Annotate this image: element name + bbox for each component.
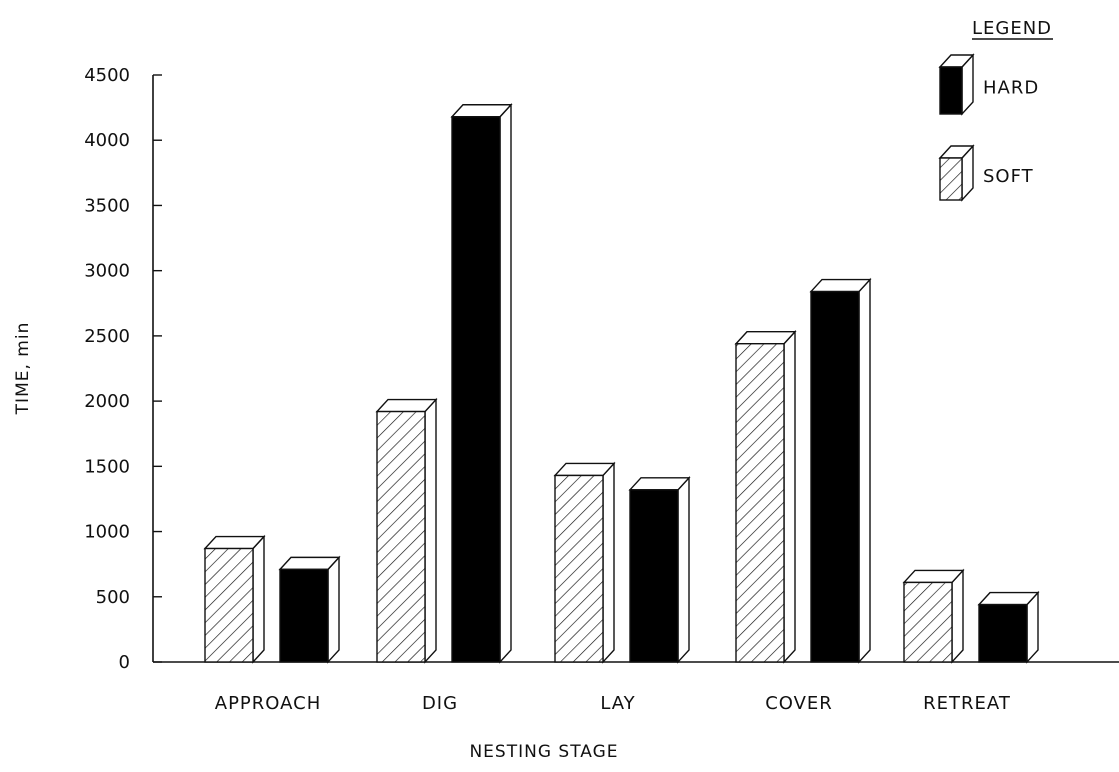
bar-hard-lay [630,478,689,662]
bar-soft-cover-side [784,332,795,662]
y-tick-label: 0 [119,652,130,673]
bar-hard-cover [811,280,870,662]
bar-hard-retreat-front [979,605,1027,662]
bar-hard-dig [452,105,511,662]
bar-soft-approach-top [205,537,264,549]
bar-hard-dig-front [452,117,500,662]
legend-swatch-hard [940,55,973,114]
bar-soft-dig-side [425,400,436,662]
x-tick-label-lay: LAY [600,693,635,714]
bar-soft-approach-front [205,549,253,662]
bar-hard-lay-front [630,490,678,662]
x-tick-label-cover: COVER [765,693,833,714]
bar-hard-cover-front [811,292,859,662]
bar-soft-approach [205,537,264,662]
bar-soft-retreat-top [904,570,963,582]
x-tick-label-approach: APPROACH [215,693,321,714]
y-tick-labels: 0 500 1000 1500 2000 2500 3000 3500 4000 4500 [84,65,130,673]
bar-soft-lay-front [555,475,603,662]
y-tick-label: 2000 [84,391,130,412]
bar-hard-cover-side [859,280,870,662]
bar-soft-dig-top [377,400,436,412]
bars [205,105,1038,662]
y-tick-label: 4000 [84,130,130,151]
bar-soft-retreat-front [904,582,952,662]
bar-hard-dig-side [500,105,511,662]
bar-soft-retreat-side [952,570,963,662]
bar-soft-lay-top [555,463,614,475]
legend-swatch-soft-front [940,158,962,200]
y-tick-label: 3000 [84,261,130,282]
bar-soft-cover-front [736,344,784,662]
bar-soft-cover [736,332,795,662]
legend-title: LEGEND [972,18,1052,39]
legend-swatch-hard-front [940,67,962,114]
y-tick-label: 4500 [84,65,130,86]
bar-soft-dig-front [377,412,425,662]
legend-label-soft: SOFT [983,166,1034,187]
bar-hard-retreat [979,593,1038,662]
x-tick-labels: APPROACH DIG LAY COVER RETREAT [215,693,1011,714]
x-tick-label-dig: DIG [422,693,458,714]
x-axis-label: NESTING STAGE [469,742,618,762]
legend-label-hard: HARD [983,78,1039,99]
legend-swatch-soft [940,146,973,200]
bar-soft-cover-top [736,332,795,344]
bar-hard-cover-top [811,280,870,292]
bar-soft-retreat [904,570,963,662]
bar-hard-approach-top [280,557,339,569]
y-axis-label: TIME, min [13,322,33,416]
bar-hard-approach [280,557,339,662]
y-tick-label: 3500 [84,195,130,216]
bar-soft-approach-side [253,537,264,662]
bar-hard-retreat-top [979,593,1038,605]
x-tick-label-retreat: RETREAT [923,693,1011,714]
bar-soft-dig [377,400,436,662]
y-tick-label: 2500 [84,326,130,347]
bar-soft-lay [555,463,614,662]
y-tick-label: 1500 [84,456,130,477]
bar-hard-lay-side [678,478,689,662]
bar-hard-approach-front [280,569,328,662]
y-tick-label: 500 [96,587,130,608]
bar-hard-lay-top [630,478,689,490]
bar-hard-approach-side [328,557,339,662]
bar-hard-dig-top [452,105,511,117]
bar-soft-lay-side [603,463,614,662]
legend: LEGEND HARD SOFT [940,18,1053,200]
y-tick-label: 1000 [84,522,130,543]
